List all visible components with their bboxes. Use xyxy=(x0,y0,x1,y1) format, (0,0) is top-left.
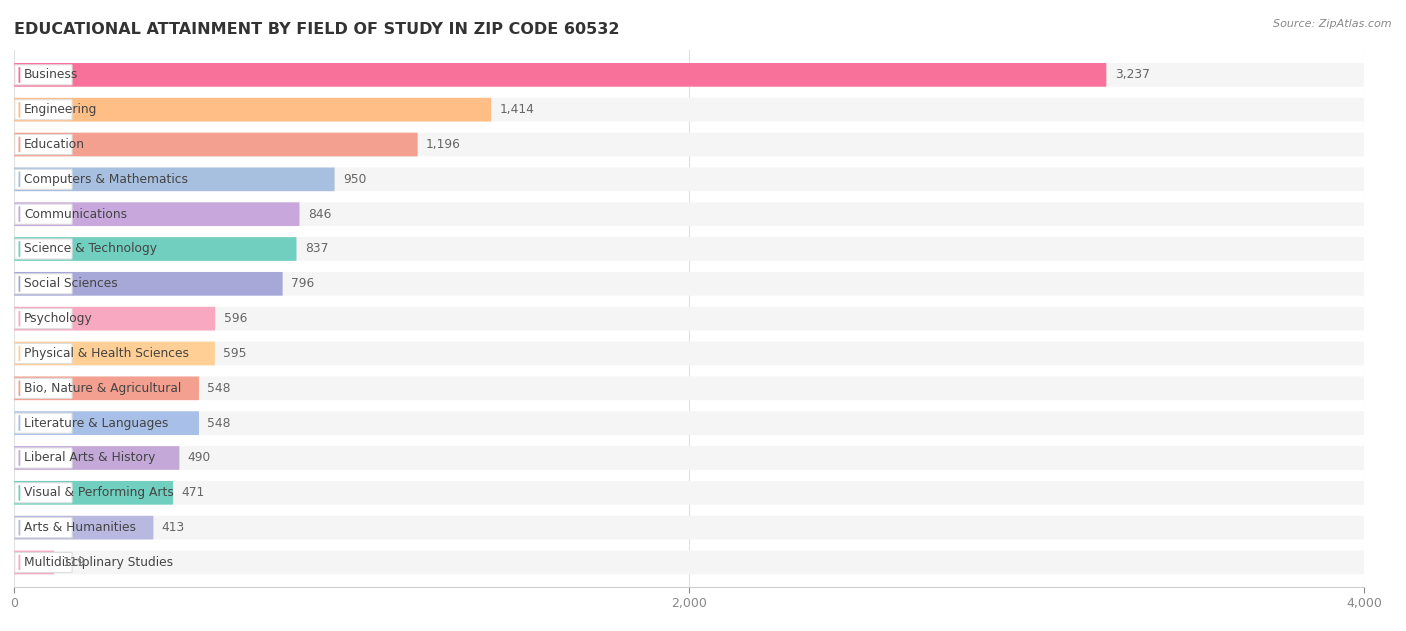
FancyBboxPatch shape xyxy=(14,133,1364,156)
Text: Liberal Arts & History: Liberal Arts & History xyxy=(24,451,156,464)
FancyBboxPatch shape xyxy=(14,65,72,85)
Text: EDUCATIONAL ATTAINMENT BY FIELD OF STUDY IN ZIP CODE 60532: EDUCATIONAL ATTAINMENT BY FIELD OF STUDY… xyxy=(14,22,620,37)
FancyBboxPatch shape xyxy=(14,237,297,261)
Text: Business: Business xyxy=(24,68,79,81)
FancyBboxPatch shape xyxy=(14,167,335,191)
FancyBboxPatch shape xyxy=(14,100,72,120)
FancyBboxPatch shape xyxy=(14,343,72,363)
FancyBboxPatch shape xyxy=(14,272,1364,296)
FancyBboxPatch shape xyxy=(14,204,72,224)
FancyBboxPatch shape xyxy=(14,446,1364,470)
FancyBboxPatch shape xyxy=(14,203,1364,226)
FancyBboxPatch shape xyxy=(14,272,283,296)
Text: 119: 119 xyxy=(63,556,86,569)
Text: 490: 490 xyxy=(188,451,211,464)
FancyBboxPatch shape xyxy=(14,448,72,468)
FancyBboxPatch shape xyxy=(14,378,72,398)
Text: Psychology: Psychology xyxy=(24,312,93,325)
Text: Arts & Humanities: Arts & Humanities xyxy=(24,521,136,534)
Text: 548: 548 xyxy=(208,382,231,395)
FancyBboxPatch shape xyxy=(14,167,1364,191)
Text: 413: 413 xyxy=(162,521,186,534)
FancyBboxPatch shape xyxy=(14,552,72,572)
Text: 950: 950 xyxy=(343,173,367,186)
Text: Communications: Communications xyxy=(24,208,128,221)
Text: Computers & Mathematics: Computers & Mathematics xyxy=(24,173,188,186)
Text: Physical & Health Sciences: Physical & Health Sciences xyxy=(24,347,190,360)
FancyBboxPatch shape xyxy=(14,446,180,470)
Text: 837: 837 xyxy=(305,242,329,256)
FancyBboxPatch shape xyxy=(14,341,1364,365)
FancyBboxPatch shape xyxy=(14,341,215,365)
FancyBboxPatch shape xyxy=(14,516,1364,540)
FancyBboxPatch shape xyxy=(14,169,72,189)
Text: Source: ZipAtlas.com: Source: ZipAtlas.com xyxy=(1274,19,1392,29)
FancyBboxPatch shape xyxy=(14,377,1364,400)
FancyBboxPatch shape xyxy=(14,98,491,122)
Text: 471: 471 xyxy=(181,487,205,499)
FancyBboxPatch shape xyxy=(14,517,72,538)
Text: Education: Education xyxy=(24,138,86,151)
FancyBboxPatch shape xyxy=(14,133,418,156)
FancyBboxPatch shape xyxy=(14,481,173,505)
FancyBboxPatch shape xyxy=(14,551,55,574)
FancyBboxPatch shape xyxy=(14,239,72,259)
Text: Literature & Languages: Literature & Languages xyxy=(24,416,169,430)
FancyBboxPatch shape xyxy=(14,98,1364,122)
Text: 596: 596 xyxy=(224,312,247,325)
FancyBboxPatch shape xyxy=(14,63,1364,86)
FancyBboxPatch shape xyxy=(14,413,72,433)
FancyBboxPatch shape xyxy=(14,274,72,294)
Text: 1,196: 1,196 xyxy=(426,138,461,151)
FancyBboxPatch shape xyxy=(14,237,1364,261)
FancyBboxPatch shape xyxy=(14,134,72,155)
FancyBboxPatch shape xyxy=(14,411,1364,435)
Text: Engineering: Engineering xyxy=(24,103,97,116)
Text: 796: 796 xyxy=(291,278,315,290)
FancyBboxPatch shape xyxy=(14,481,1364,505)
FancyBboxPatch shape xyxy=(14,309,72,329)
Text: Multidisciplinary Studies: Multidisciplinary Studies xyxy=(24,556,173,569)
FancyBboxPatch shape xyxy=(14,63,1107,86)
FancyBboxPatch shape xyxy=(14,307,1364,331)
Text: Social Sciences: Social Sciences xyxy=(24,278,118,290)
FancyBboxPatch shape xyxy=(14,551,1364,574)
Text: Bio, Nature & Agricultural: Bio, Nature & Agricultural xyxy=(24,382,181,395)
Text: 548: 548 xyxy=(208,416,231,430)
Text: Visual & Performing Arts: Visual & Performing Arts xyxy=(24,487,174,499)
FancyBboxPatch shape xyxy=(14,411,200,435)
FancyBboxPatch shape xyxy=(14,377,200,400)
Text: 595: 595 xyxy=(224,347,247,360)
Text: 1,414: 1,414 xyxy=(499,103,534,116)
Text: 3,237: 3,237 xyxy=(1115,68,1150,81)
Text: Science & Technology: Science & Technology xyxy=(24,242,157,256)
Text: 846: 846 xyxy=(308,208,332,221)
FancyBboxPatch shape xyxy=(14,516,153,540)
FancyBboxPatch shape xyxy=(14,483,72,503)
FancyBboxPatch shape xyxy=(14,203,299,226)
FancyBboxPatch shape xyxy=(14,307,215,331)
